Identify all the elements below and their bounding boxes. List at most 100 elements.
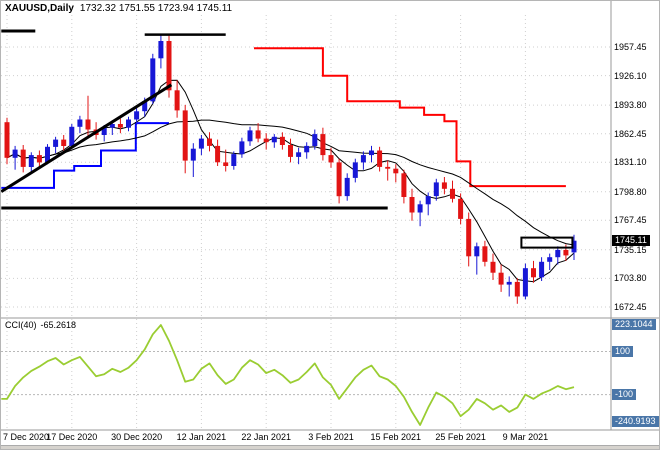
candle-body (182, 110, 188, 161)
time-axis-label: 7 Dec 2020 (3, 432, 50, 442)
time-axis-label: 17 Dec 2020 (46, 432, 98, 442)
time-axis-label: 3 Feb 2021 (308, 432, 354, 442)
candle-body (320, 134, 326, 156)
candle-body (458, 198, 464, 219)
candle-body (498, 272, 504, 285)
candle-body (385, 166, 391, 169)
candle-body (417, 204, 423, 213)
candle-body (61, 139, 67, 146)
candle-body (563, 249, 569, 256)
indicator-label: CCI(40) -65.2618 (5, 320, 76, 330)
window-bottom-edge (1, 445, 659, 449)
price-axis-label: 1703.80 (614, 273, 647, 284)
price-axis-label: 1735.15 (614, 244, 647, 255)
candle-body (401, 173, 407, 197)
candle-body (296, 152, 302, 157)
candle-body (101, 127, 107, 135)
price-axis-label: 1672.45 (614, 302, 647, 312)
candle-body (506, 281, 512, 285)
candle-body (336, 162, 342, 197)
candle-body (271, 136, 277, 143)
time-axis-label: 9 Mar 2021 (502, 432, 549, 442)
ma-slow-line (6, 119, 575, 246)
candle-body (231, 154, 237, 166)
candle-body (393, 168, 399, 174)
candle-body (409, 197, 415, 213)
candle-body (20, 149, 26, 167)
candle-body (571, 240, 577, 253)
price-axis-label: 1767.45 (614, 215, 647, 226)
candle-body (547, 257, 553, 262)
candle-body (117, 124, 123, 128)
candle-body (450, 188, 455, 199)
candle-body (207, 138, 212, 146)
price-axis-label: 1798.80 (614, 186, 647, 197)
candle-body (158, 41, 164, 59)
candle-body (531, 268, 536, 278)
candle-body (150, 58, 156, 102)
candle-body (28, 155, 34, 167)
candle-body (466, 218, 472, 257)
candle-body (312, 134, 318, 146)
indicator-value: -65.2618 (40, 320, 77, 330)
candle-body (425, 196, 431, 205)
candle-body (514, 281, 520, 297)
trendline-object[interactable] (1, 83, 173, 193)
indicator-name: CCI(40) (5, 320, 37, 330)
candle-body (85, 119, 91, 130)
price-axis-label: 1831.10 (614, 157, 647, 168)
candle-body (441, 182, 447, 189)
candle-body (36, 155, 42, 163)
indicator-scale-badge: -240.9193 (612, 416, 659, 427)
price-axis-label: 1957.45 (614, 42, 647, 52)
candle-body (352, 162, 358, 178)
candle-body (490, 261, 496, 273)
candle-body (522, 268, 528, 297)
candle-body (215, 145, 221, 163)
blue-step-line (1, 122, 169, 189)
candle-body (328, 155, 334, 163)
time-axis-label: 25 Feb 2021 (435, 432, 486, 442)
candle-body (369, 150, 374, 156)
rectangle-object[interactable] (520, 236, 574, 249)
candle-body (190, 148, 196, 161)
candle-body (474, 246, 480, 257)
candle-body (126, 119, 131, 128)
time-axis[interactable]: 7 Dec 2020 17 Dec 2020 30 Dec 2020 12 Jan 2… (1, 430, 659, 445)
candle-body (555, 249, 561, 258)
ohlc-values: 1732.32 1751.55 1723.94 1745.11 (79, 3, 233, 14)
candle-body (344, 177, 350, 197)
indicator-scale-badge: 100 (612, 345, 634, 357)
indicator-scale-badge: -100 (612, 388, 637, 400)
time-axis-label: 15 Feb 2021 (370, 432, 422, 442)
candle-body (198, 138, 204, 149)
candle-body (433, 182, 439, 197)
candle-body (304, 145, 310, 153)
candle-body (279, 136, 285, 145)
candle-body (77, 119, 83, 127)
candle-body (377, 150, 383, 167)
price-axis-label: 1926.10 (614, 70, 647, 81)
candle-body (255, 130, 261, 139)
candle-body (239, 141, 245, 155)
candle-body (174, 90, 180, 111)
candle-body (53, 139, 59, 147)
candle-body (45, 146, 50, 163)
candle-body (247, 130, 253, 142)
candle-body (142, 101, 148, 112)
current-price-badge: 1745.11 (612, 234, 650, 246)
candle-body (539, 261, 545, 278)
chart-title: XAUUSD,Daily 1732.32 1751.55 1723.94 1745… (5, 3, 232, 14)
time-axis-label: 12 Jan 2021 (176, 432, 227, 442)
cci-line (1, 324, 575, 426)
indicator-scale-badge: 223.1044 (612, 319, 656, 330)
candle-body (166, 41, 172, 91)
candle-body (134, 111, 140, 120)
price-axis[interactable]: 1957.45 1926.10 1893.80 1862.45 1831.10 1798.… (611, 1, 659, 430)
candle-body (360, 155, 366, 163)
time-axis-label: 22 Jan 2021 (241, 432, 291, 442)
candle-body (263, 138, 269, 143)
candle-body (109, 124, 115, 128)
